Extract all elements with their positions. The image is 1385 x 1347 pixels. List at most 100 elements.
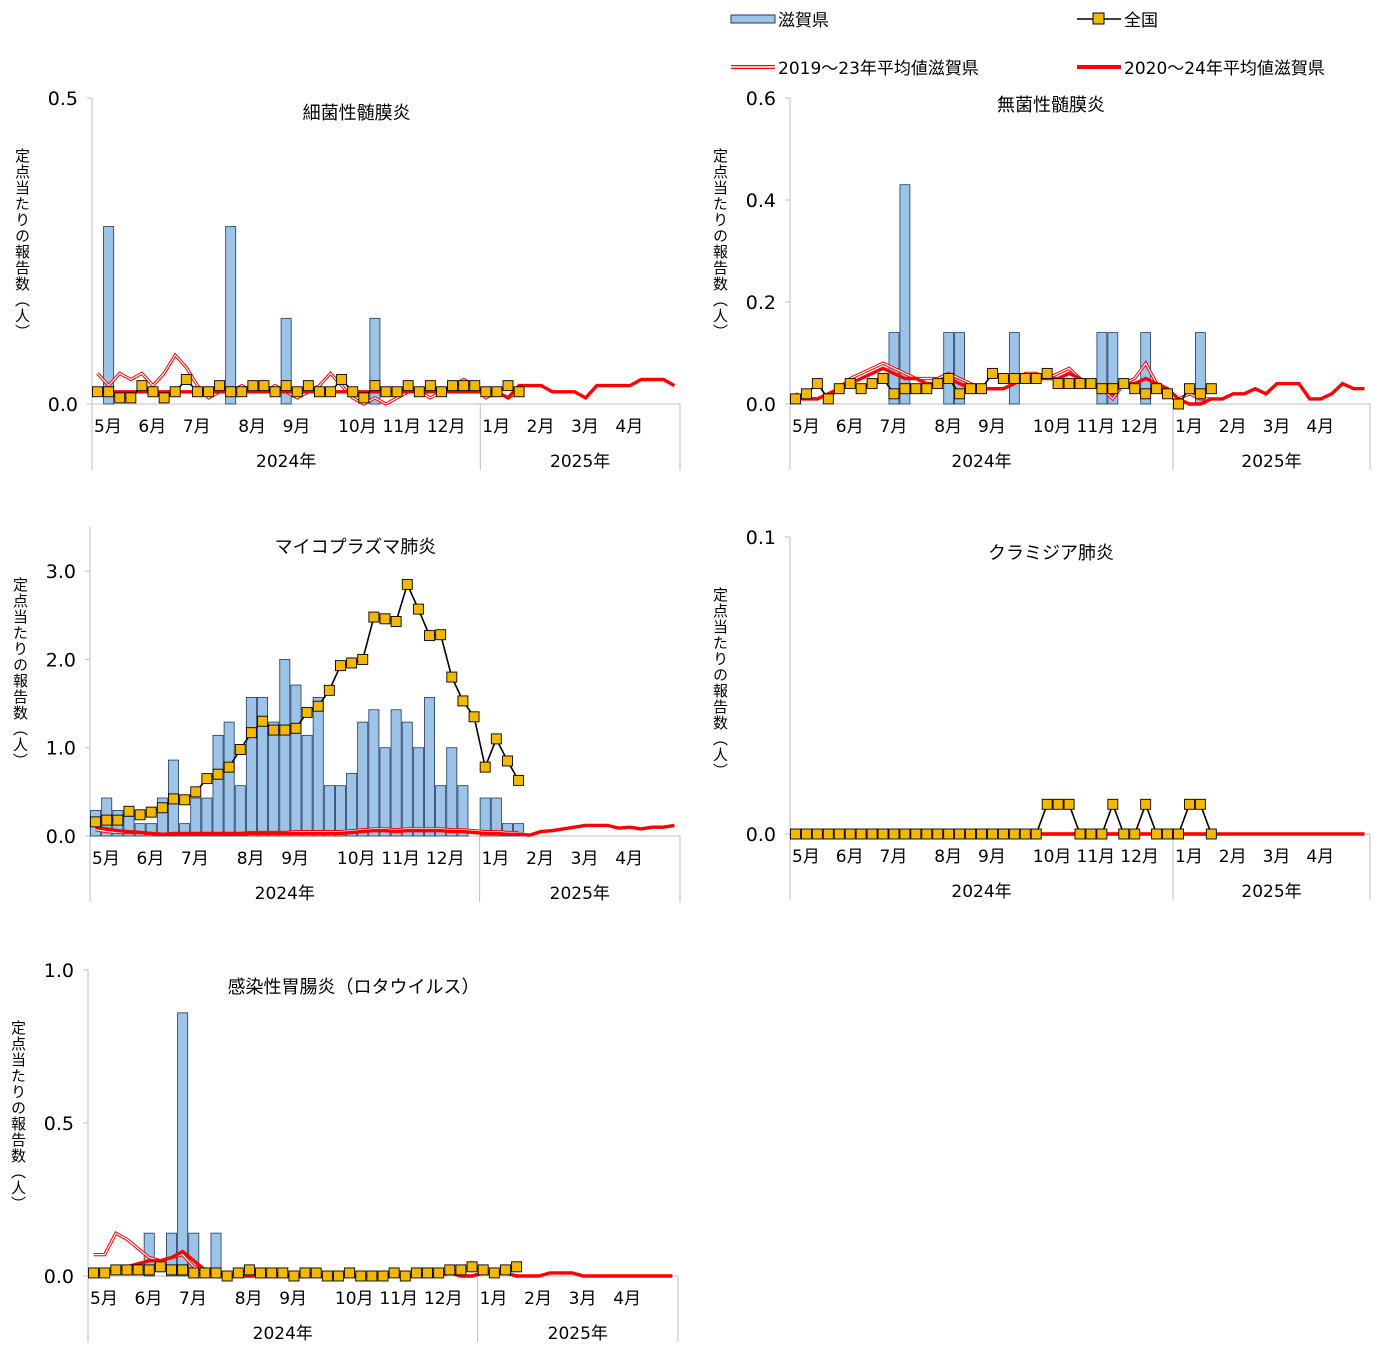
national-marker [491, 386, 503, 398]
national-marker [954, 388, 966, 400]
x-month-label: 4月 [1306, 847, 1334, 867]
x-month-label: 8月 [237, 849, 265, 869]
shiga-bar [335, 785, 346, 837]
shiga-bar [245, 696, 257, 837]
national-marker [997, 373, 1009, 384]
x-month-label: 4月 [615, 417, 643, 437]
national-marker [388, 1267, 400, 1279]
shiga-bar [479, 797, 491, 837]
shiga-bar [145, 823, 157, 837]
national-marker [513, 386, 525, 398]
chart-title: 細菌性髄膜炎 [303, 103, 411, 124]
national-marker [247, 380, 259, 392]
national-marker [323, 684, 335, 696]
national-marker [290, 722, 302, 734]
national-marker [468, 711, 480, 723]
national-marker [811, 378, 823, 390]
chart-1: 0.0 0.5 定点当たりの報告数（人） 細菌性髄膜炎 5月 6月 7月 8月 9月 10月 11月… [13, 88, 681, 472]
avg2024-line [95, 823, 675, 837]
national-marker [299, 1267, 311, 1279]
national-marker [101, 814, 113, 826]
national-marker [369, 380, 381, 392]
chart-title: クラミジア肺炎 [988, 543, 1114, 564]
national-marker [1129, 828, 1141, 840]
national-marker [410, 1267, 422, 1279]
national-marker [932, 828, 944, 840]
national-marker [134, 809, 146, 821]
shiga-bar [490, 797, 502, 837]
national-marker [502, 755, 513, 767]
x-month-label: 10月 [338, 417, 377, 437]
x-month-label: 3月 [571, 849, 599, 869]
national-marker [513, 774, 525, 786]
national-marker [1194, 798, 1206, 810]
national-marker [855, 383, 867, 395]
national-marker [1107, 383, 1119, 395]
national-marker [302, 380, 314, 392]
shiga-bar [446, 747, 458, 837]
national-marker [121, 1264, 133, 1276]
x-year-label: 2025年 [1241, 882, 1301, 902]
national-marker [1151, 828, 1163, 840]
y-tick-label: 0.0 [46, 826, 76, 848]
national-marker [987, 367, 998, 379]
national-marker [1173, 398, 1184, 410]
national-marker [833, 383, 845, 395]
chart-3: 0.0 1.0 2.0 3.0 定点当たりの報告数（人） マイコプラズマ肺炎 5月 6月 7月 8… [11, 527, 681, 904]
national-marker [291, 386, 303, 398]
legend-swatch-thick [1077, 64, 1121, 69]
x-month-label: 2月 [1219, 847, 1247, 867]
national-marker [965, 383, 977, 395]
x-month-label: 8月 [238, 417, 266, 437]
national-marker [321, 1270, 333, 1282]
national-marker [932, 378, 944, 390]
legend-item-avg1923: 2019～23年平均値滋賀県 [730, 54, 979, 79]
national-marker [822, 828, 834, 840]
national-marker [225, 386, 237, 398]
national-marker [268, 724, 280, 736]
national-marker [245, 727, 257, 739]
national-marker [179, 794, 191, 806]
x-month-label: 5月 [94, 417, 122, 437]
x-month-label: 8月 [934, 847, 962, 867]
x-month-label: 7月 [880, 847, 908, 867]
national-marker [212, 768, 224, 780]
chart-4: 0.0 0.1 定点当たりの報告数（人） クラミジア肺炎 5月 6月 7月 8月 9月 10月 11… [711, 527, 1371, 902]
national-marker [168, 793, 179, 805]
national-marker [1183, 798, 1195, 810]
national-marker [112, 814, 124, 826]
y-tick-label: 2.0 [46, 649, 76, 671]
x-month-label: 1月 [1175, 417, 1203, 437]
national-marker [358, 392, 370, 404]
national-marker [502, 380, 514, 392]
legend: 滋賀県 全国 2019～23年平均値滋賀県 2020～24年平均値滋賀県 [730, 0, 1380, 90]
national-marker [158, 392, 170, 404]
y-tick-label: 1.0 [46, 738, 76, 760]
x-month-label: 11月 [381, 849, 420, 869]
shiga-bar [899, 184, 911, 405]
national-marker [344, 1267, 356, 1279]
national-marker [177, 1264, 189, 1276]
national-marker [279, 724, 291, 736]
x-month-label: 10月 [335, 1289, 374, 1309]
shiga-bar [312, 696, 324, 837]
shiga-bar [390, 709, 402, 837]
legend-item-shiga: 滋賀県 [730, 6, 829, 31]
shiga-bar [379, 747, 391, 837]
shiga-bar [513, 823, 525, 837]
national-marker [790, 393, 801, 405]
national-marker [412, 603, 424, 615]
national-marker [132, 1264, 144, 1276]
national-marker [1194, 388, 1206, 400]
national-marker [221, 1270, 233, 1282]
national-marker [280, 380, 292, 392]
national-marker [243, 1264, 255, 1276]
national-marker [188, 1267, 200, 1279]
x-month-label: 5月 [92, 849, 120, 869]
national-marker [444, 1264, 456, 1276]
national-marker [844, 378, 856, 390]
x-month-label: 12月 [426, 849, 465, 869]
national-marker [921, 828, 933, 840]
